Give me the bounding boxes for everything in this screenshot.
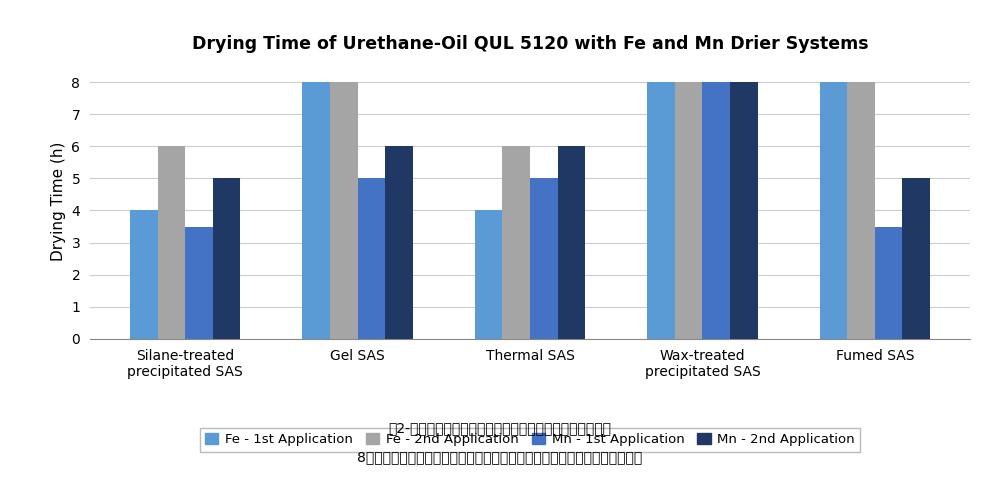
Bar: [702, 82, 730, 339]
Bar: [130, 211, 158, 339]
Bar: [875, 227, 902, 339]
Title: Drying Time of Urethane-Oil QUL 5120 with Fe and Mn Drier Systems: Drying Time of Urethane-Oil QUL 5120 wit…: [192, 35, 868, 53]
Legend: Fe - 1st Application, Fe - 2nd Application, Mn - 1st Application, Mn - 2nd Appli: Fe - 1st Application, Fe - 2nd Applicati…: [200, 428, 860, 452]
Bar: [675, 82, 702, 339]
Bar: [385, 146, 413, 339]
Bar: [502, 146, 530, 339]
Bar: [558, 146, 585, 339]
Bar: [730, 82, 758, 339]
Bar: [475, 211, 502, 339]
Y-axis label: Drying Time (h): Drying Time (h): [51, 141, 66, 260]
Bar: [358, 179, 385, 339]
Bar: [847, 82, 875, 339]
Bar: [158, 146, 185, 339]
Bar: [302, 82, 330, 339]
Bar: [330, 82, 358, 339]
Bar: [902, 179, 930, 339]
Text: 圖2-各種二氧化硅與鐵基或錳基干燥劑包的干燥時間比較。: 圖2-各種二氧化硅與鐵基或錳基干燥劑包的干燥時間比較。: [388, 422, 612, 435]
Bar: [530, 179, 558, 339]
Bar: [185, 227, 213, 339]
Bar: [213, 179, 240, 339]
Text: 8小時的干燥時間是指在實驗中測量的最大時間量，並不考慮膜的完全固化。: 8小時的干燥時間是指在實驗中測量的最大時間量，並不考慮膜的完全固化。: [357, 451, 643, 464]
Bar: [647, 82, 675, 339]
Bar: [820, 82, 847, 339]
